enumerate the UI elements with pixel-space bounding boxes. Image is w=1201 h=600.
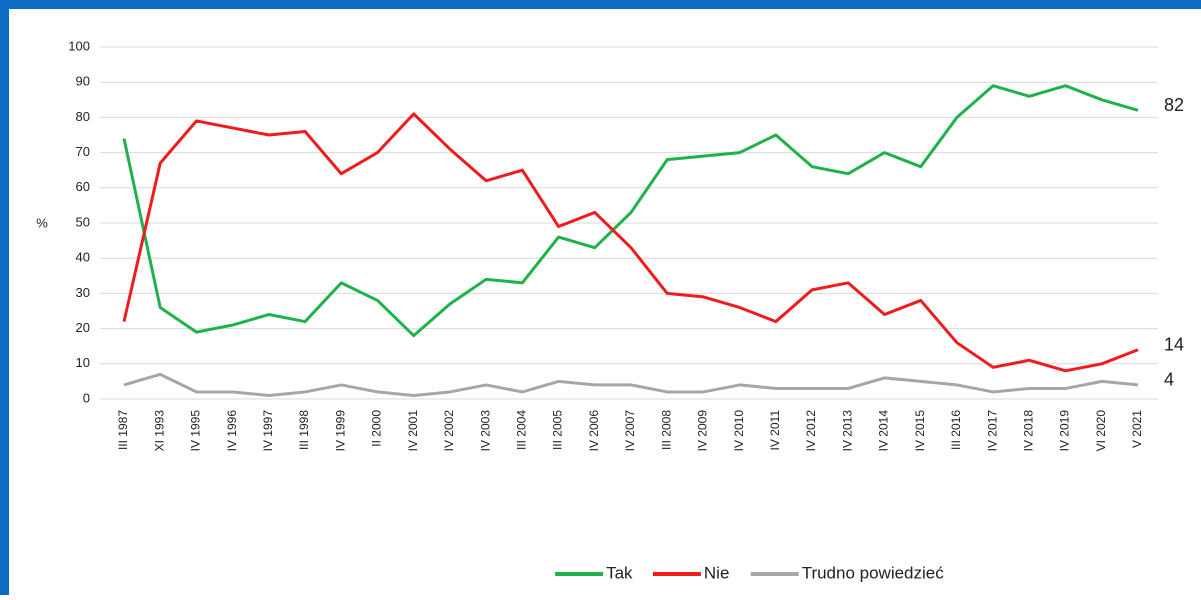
x-tick-label: III 2016 [949, 410, 963, 450]
line-series [122, 84, 1139, 338]
x-tick-label: IV 2010 [732, 410, 746, 452]
x-tick-label: IV 2012 [804, 410, 818, 452]
x-tick-label: III 2008 [659, 410, 673, 450]
end-label: 14 [1164, 334, 1184, 354]
x-tick-label: IV 2003 [478, 410, 492, 452]
x-tick-label: III 1998 [297, 410, 311, 450]
x-tick-label: IV 2011 [768, 410, 782, 451]
x-tick-label: IV 1997 [261, 410, 275, 452]
legend-label: Trudno powiedzieć [802, 563, 945, 582]
y-tick-label: 10 [76, 355, 90, 370]
legend-label: Tak [606, 563, 633, 582]
x-tick-label: IV 2001 [406, 410, 420, 452]
x-tick-label: IV 2018 [1022, 410, 1036, 452]
y-tick-label: 50 [76, 214, 90, 229]
x-tick-label: II 2000 [370, 410, 384, 447]
x-tick-label: IV 2017 [985, 410, 999, 452]
x-tick-label: V 2021 [1130, 410, 1144, 448]
x-tick-label: IV 2007 [623, 410, 637, 452]
x-tick-label: IV 2006 [587, 410, 601, 452]
frame-left [0, 0, 9, 595]
frame-top [0, 0, 1201, 9]
line-series [123, 372, 1139, 397]
y-axis-label: % [36, 215, 48, 230]
x-tick-label: VI 2020 [1094, 410, 1108, 452]
legend-label: Nie [704, 563, 730, 582]
y-tick-label: 0 [83, 390, 90, 405]
x-tick-label: IV 2019 [1058, 410, 1072, 452]
y-tick-label: 30 [76, 285, 90, 300]
end-label: 4 [1164, 370, 1174, 390]
y-tick-label: 20 [76, 320, 90, 335]
x-tick-label: IV 2014 [877, 410, 891, 452]
x-tick-label: IV 2009 [696, 410, 710, 452]
y-tick-label: 90 [76, 74, 90, 89]
y-tick-label: 100 [68, 38, 90, 53]
x-tick-label: IV 1999 [333, 410, 347, 452]
x-tick-label: IV 2013 [840, 410, 854, 452]
x-tick-label: III 2005 [551, 410, 565, 450]
x-tick-label: XI 1993 [152, 410, 166, 452]
end-label: 82 [1164, 95, 1184, 115]
x-tick-label: IV 1995 [189, 410, 203, 452]
y-tick-label: 80 [76, 109, 90, 124]
x-tick-label: IV 1996 [225, 410, 239, 452]
y-tick-label: 70 [76, 144, 90, 159]
x-tick-label: III 2004 [515, 410, 529, 450]
y-tick-label: 60 [76, 179, 90, 194]
x-tick-label: IV 2015 [913, 410, 927, 452]
x-tick-label: IV 2002 [442, 410, 456, 452]
line-series [122, 112, 1139, 373]
x-tick-label: III 1987 [116, 410, 130, 450]
y-tick-label: 40 [76, 250, 90, 265]
